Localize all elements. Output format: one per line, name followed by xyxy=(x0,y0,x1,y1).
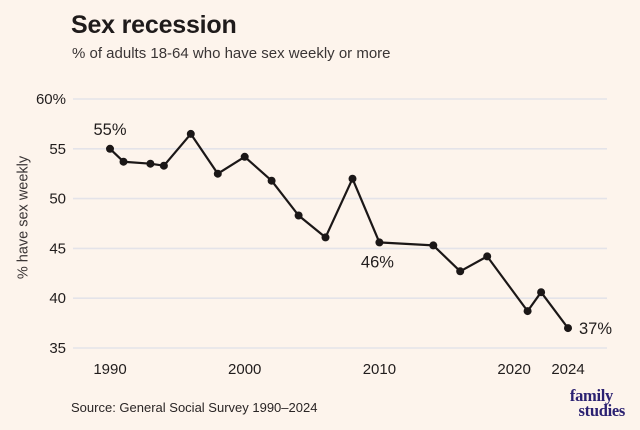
annotation-2024: 37% xyxy=(579,320,612,338)
data-point-2024 xyxy=(564,324,572,333)
data-point-1990 xyxy=(106,144,114,153)
x-tick-label-2010: 2010 xyxy=(363,361,396,378)
x-tick-label-2024: 2024 xyxy=(551,361,584,378)
data-point-2010 xyxy=(375,238,384,247)
family-studies-logo: family studies xyxy=(569,386,626,420)
data-point-1991 xyxy=(119,157,128,166)
data-point-2018 xyxy=(483,252,492,261)
annotation-2010: 46% xyxy=(361,253,394,271)
y-tick-label-45: 45 xyxy=(49,240,66,257)
data-point-2008 xyxy=(348,174,357,183)
y-tick-label-55: 55 xyxy=(49,141,66,158)
y-tick-label-40: 40 xyxy=(49,290,66,307)
data-point-2004 xyxy=(294,211,303,220)
logo-word-family: family xyxy=(569,386,613,405)
data-point-2016 xyxy=(456,267,465,276)
y-tick-label-60: 60% xyxy=(36,91,66,108)
data-point-1998 xyxy=(213,169,222,178)
chart-subtitle: % of adults 18-64 who have sex weekly or… xyxy=(72,45,391,62)
y-tick-label-50: 50 xyxy=(49,191,66,208)
data-point-2006 xyxy=(321,233,330,242)
data-point-2022 xyxy=(537,288,546,297)
data-point-1993 xyxy=(146,159,155,168)
data-point-2014 xyxy=(429,241,438,250)
y-tick-label-35: 35 xyxy=(49,340,66,357)
data-point-2000 xyxy=(240,152,249,161)
data-point-2021 xyxy=(523,307,532,316)
data-point-1994 xyxy=(159,161,168,170)
x-tick-label-2000: 2000 xyxy=(228,361,261,378)
source-note: Source: General Social Survey 1990–2024 xyxy=(71,400,318,415)
data-point-2002 xyxy=(267,176,276,185)
annotation-1990: 55% xyxy=(93,121,126,139)
logo-word-studies: studies xyxy=(578,401,626,420)
chart-title: Sex recession xyxy=(71,11,237,39)
x-tick-label-2020: 2020 xyxy=(497,361,530,378)
data-point-1996 xyxy=(186,129,195,138)
x-tick-label-1990: 1990 xyxy=(93,361,126,378)
